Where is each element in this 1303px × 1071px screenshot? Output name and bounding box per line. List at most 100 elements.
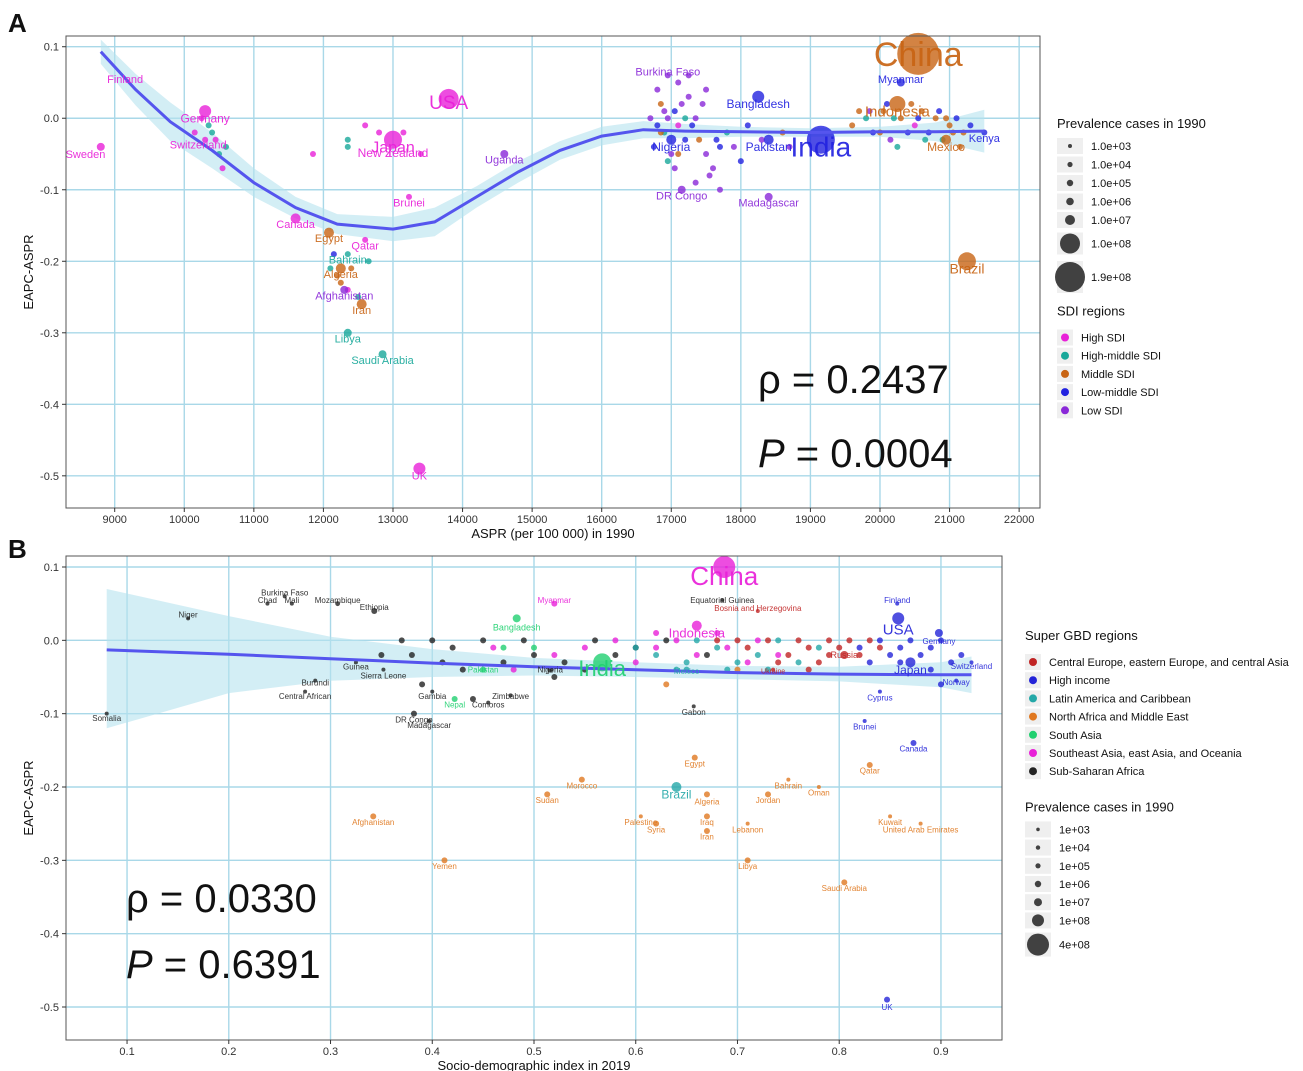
size-legend-label: 1.0e+05 (1091, 178, 1131, 190)
x-tick-label: 10000 (169, 514, 200, 526)
point-label: Sudan (536, 796, 559, 805)
data-point (612, 652, 619, 658)
size-legend-label: 1.0e+03 (1091, 141, 1131, 153)
point-label: Oman (808, 789, 830, 798)
point-label: Afghanistan (315, 290, 373, 302)
data-point-bahrain (344, 251, 351, 258)
data-point-uk (884, 996, 891, 1003)
data-point (897, 659, 904, 666)
data-point (754, 652, 761, 658)
data-point (786, 143, 793, 150)
point-label: Nigeria (652, 140, 690, 154)
data-point-kuwait (888, 814, 893, 819)
point-label: China (690, 561, 758, 591)
data-point-ukraine (771, 667, 776, 672)
data-point (856, 652, 863, 658)
data-point (469, 696, 476, 702)
x-tick-label: 0.3 (323, 1046, 338, 1058)
data-point (765, 666, 771, 673)
data-point (765, 637, 771, 644)
data-point-usa (438, 88, 459, 109)
data-point (592, 637, 599, 644)
data-point (337, 279, 344, 286)
size-legend-circle (1060, 233, 1080, 254)
correlation-rho: ρ = 0.0330 (126, 877, 317, 921)
data-point (365, 258, 372, 265)
data-point-jordan (765, 791, 771, 798)
point-label: United Arab Emirates (883, 825, 959, 834)
point-label: Egypt (315, 233, 343, 245)
y-tick-label: -0.1 (40, 709, 59, 721)
point-label: Libya (738, 862, 758, 871)
size-legend-label: 4e+08 (1059, 940, 1090, 952)
data-point-uganda (500, 150, 509, 158)
data-point (795, 659, 802, 666)
x-tick-label: 20000 (865, 514, 896, 526)
point-label: Ukraine (761, 669, 785, 676)
point-label: China (874, 36, 963, 74)
data-point-indonesia (691, 620, 702, 631)
point-label: Mali (285, 596, 300, 605)
data-point (883, 100, 890, 107)
data-point-russia (840, 651, 849, 659)
size-legend-label: 1.0e+08 (1091, 239, 1131, 251)
point-label: Germany (180, 111, 229, 125)
x-tick-label: 0.5 (526, 1046, 541, 1058)
data-point (716, 186, 723, 193)
data-point (918, 108, 925, 115)
data-point (887, 136, 894, 143)
data-point (849, 122, 856, 129)
p-value: P = 0.6391 (126, 943, 321, 987)
data-point-iran (356, 299, 367, 310)
data-point-syria (653, 820, 660, 827)
data-point (212, 136, 219, 143)
color-legend-label: High-middle SDI (1081, 351, 1161, 363)
data-point-egypt (691, 754, 698, 761)
data-point (948, 659, 955, 666)
data-point (671, 165, 678, 172)
x-tick-label: 22000 (1004, 514, 1035, 526)
data-point (744, 122, 751, 129)
plot-border (65, 35, 1041, 509)
data-point-ethiopia (371, 608, 378, 614)
x-tick-label: 14000 (447, 514, 478, 526)
x-tick-label: 0.4 (425, 1046, 440, 1058)
point-label: Nepal (444, 701, 465, 710)
point-label: Myanmar (538, 596, 572, 605)
data-point-burkina-faso (664, 72, 671, 79)
color-legend-label: South Asia (1049, 730, 1102, 742)
data-point-burundi (313, 678, 318, 683)
point-label: DR Congo (395, 715, 433, 724)
data-point (202, 136, 209, 143)
data-point (967, 122, 974, 129)
data-point-comoros (486, 700, 491, 705)
data-point (897, 644, 904, 651)
data-point (907, 637, 914, 644)
data-point-gabon (691, 704, 696, 709)
data-point-central-african (303, 689, 308, 694)
data-point (657, 100, 664, 107)
data-point (714, 637, 721, 644)
data-point (400, 129, 407, 136)
point-label: Afghanistan (352, 818, 394, 827)
x-axis-title: ASPR (per 100 000) in 1990 (471, 526, 634, 541)
data-point-egypt (323, 227, 334, 238)
point-label: Brunei (853, 723, 876, 732)
point-label: Qatar (860, 767, 880, 776)
data-point-brazil (671, 782, 682, 792)
data-point (946, 122, 953, 129)
data-point (650, 143, 657, 150)
data-point-saudi-arabia (841, 879, 848, 886)
point-label: Japan (371, 139, 415, 156)
size-legend-label: 1e+04 (1059, 843, 1090, 855)
data-point (703, 652, 710, 658)
data-point-dr-congo (677, 185, 686, 194)
color-legend-label: Low SDI (1081, 405, 1123, 417)
size-legend-label: 1e+06 (1059, 879, 1090, 891)
data-point (710, 165, 717, 172)
data-point-bahrain (786, 777, 791, 782)
data-point (378, 652, 385, 658)
data-point (362, 122, 369, 129)
size-legend-title: Prevalence cases in 1990 (1025, 799, 1174, 814)
x-tick-label: 0.1 (119, 1046, 134, 1058)
